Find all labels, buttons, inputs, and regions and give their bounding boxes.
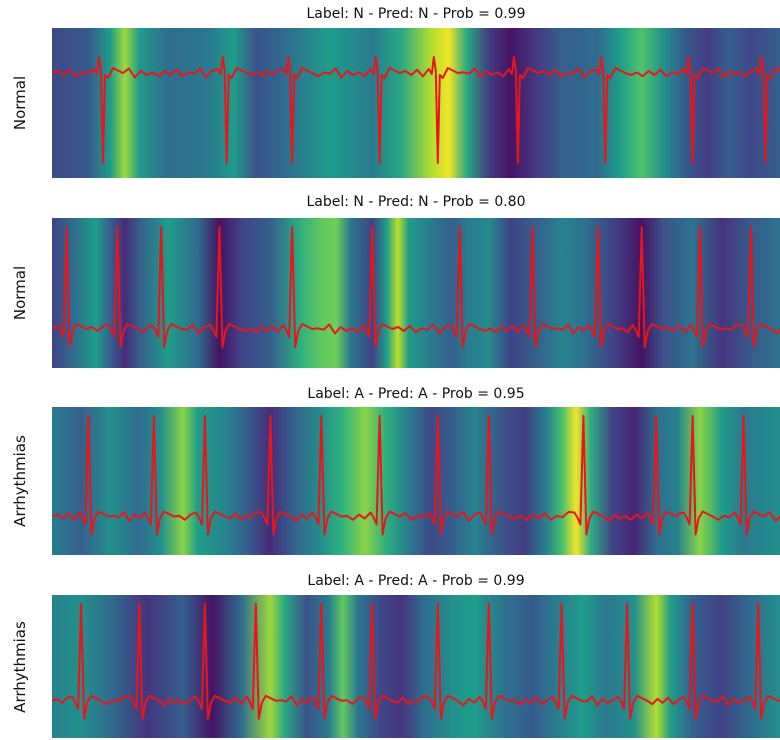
ecg-trace xyxy=(52,602,780,720)
heatmap-plot xyxy=(52,595,780,738)
ecg-trace xyxy=(52,56,780,164)
heatmap-plot xyxy=(52,407,780,555)
y-axis-label: Arrhythmias xyxy=(0,407,40,555)
ecg-trace xyxy=(52,226,780,348)
y-axis-label: Normal xyxy=(0,218,40,368)
y-axis-label: Arrhythmias xyxy=(0,595,40,738)
panel-3: Label: A - Pred: A - Prob = 0.95 Arrhyth… xyxy=(0,370,780,555)
plot-title: Label: N - Pred: N - Prob = 0.99 xyxy=(306,6,526,22)
ecg-trace xyxy=(52,414,780,536)
y-axis-label-text: Arrhythmias xyxy=(11,620,30,713)
panel-1: Label: N - Pred: N - Prob = 0.99 Normal xyxy=(0,0,780,185)
plot-title: Label: A - Pred: A - Prob = 0.95 xyxy=(307,386,525,402)
y-axis-label-text: Normal xyxy=(11,75,29,131)
plot-title: Label: A - Pred: A - Prob = 0.99 xyxy=(307,573,525,589)
heatmap-background xyxy=(52,218,780,368)
panel-2: Label: N - Pred: N - Prob = 0.80 Normal xyxy=(0,185,780,370)
heatmap-background xyxy=(52,407,780,555)
heatmap-plot xyxy=(52,218,780,368)
heatmap-plot xyxy=(52,28,780,178)
heatmap-background xyxy=(52,595,780,738)
y-axis-label-text: Arrhythmias xyxy=(11,435,30,527)
y-axis-label: Normal xyxy=(0,28,40,178)
plot-title: Label: N - Pred: N - Prob = 0.80 xyxy=(306,194,526,210)
heatmap-background xyxy=(52,28,780,178)
y-axis-label-text: Normal xyxy=(11,265,29,321)
panel-4: Label: A - Pred: A - Prob = 0.99 Arrhyth… xyxy=(0,555,780,740)
